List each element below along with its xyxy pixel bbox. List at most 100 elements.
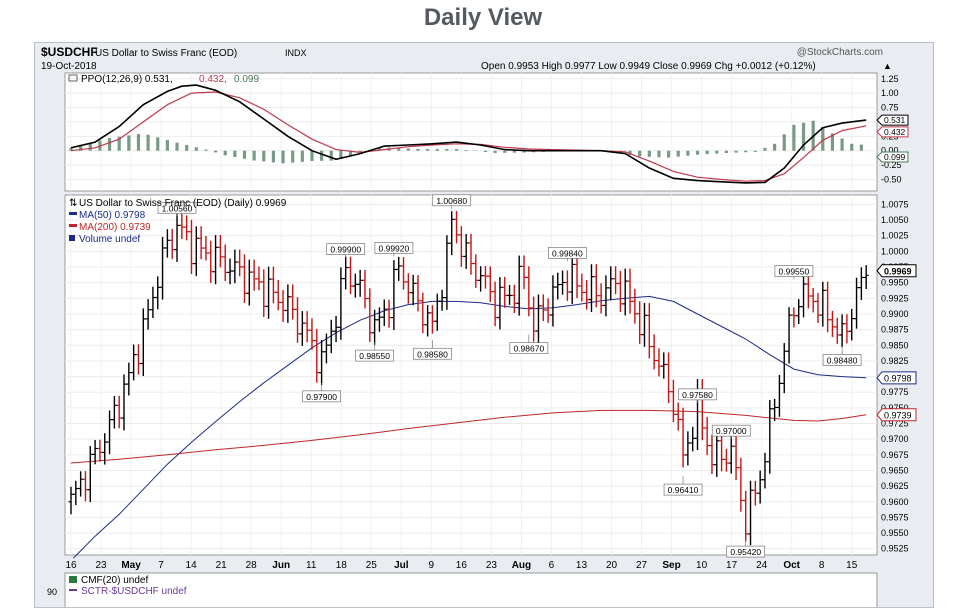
ppo-hist-bar	[696, 151, 699, 155]
ppo-hist-bar	[821, 127, 824, 151]
y-tick-label: 0.9650	[881, 465, 909, 475]
ppo-hist-bar	[281, 151, 284, 164]
ppo-hist-bar	[243, 151, 246, 159]
price-tag: 0.9739	[877, 409, 916, 421]
x-tick-label: 14	[186, 560, 198, 571]
ppo-hist-bar	[127, 135, 130, 150]
ppo-hist-bar	[291, 151, 294, 163]
stock-chart[interactable]: $USDCHF US Dollar to Swiss Franc (EOD) I…	[35, 43, 933, 607]
ppo-hist-bar	[677, 151, 680, 157]
ppo-hist-bar	[773, 144, 776, 151]
x-tick-label: 16	[456, 560, 468, 571]
chart-exchange: INDX	[285, 48, 307, 58]
ppo-hist-bar	[465, 150, 468, 151]
volume-legend: Volume undef	[79, 234, 140, 245]
ppo-hist-bar	[725, 151, 728, 153]
svg-text:0.95420: 0.95420	[730, 547, 761, 557]
ppo-hist-bar	[320, 151, 323, 161]
ppo-hist-bar	[195, 147, 198, 150]
y-tick-label: 0.9575	[881, 512, 909, 522]
ppo-hist-bar	[513, 151, 516, 153]
ppo-legend-signal: 0.432,	[199, 74, 227, 85]
x-tick-label: 28	[246, 560, 258, 571]
ppo-tick-label: 1.25	[881, 74, 899, 84]
svg-text:0.9969: 0.9969	[884, 266, 912, 276]
bar-legend-icon: ⇅	[69, 198, 77, 209]
x-tick-label: 6	[549, 560, 555, 571]
ppo-hist-bar	[783, 134, 786, 150]
y-tick-label: 0.9675	[881, 450, 909, 460]
ppo-hist-bar	[850, 144, 853, 151]
ppo-legend-hist: 0.099	[234, 74, 259, 85]
chart-name: US Dollar to Swiss Franc (EOD)	[95, 48, 237, 59]
svg-text:0.96410: 0.96410	[668, 485, 699, 495]
x-tick-label: 15	[846, 560, 858, 571]
x-tick-label: 13	[576, 560, 588, 571]
ppo-tag: 0.531	[877, 115, 908, 125]
svg-text:0.98670: 0.98670	[513, 344, 544, 354]
y-tick-label: 0.9600	[881, 497, 909, 507]
y-tick-label: 1.0025	[881, 231, 909, 241]
ppo-hist-bar	[648, 151, 651, 157]
ppo-hist-bar	[657, 151, 660, 158]
x-tick-label: May	[121, 560, 141, 571]
svg-text:0.97000: 0.97000	[716, 426, 747, 436]
x-tick-label: Jul	[394, 560, 409, 571]
volume-legend-icon	[69, 235, 75, 241]
ppo-hist-bar	[715, 151, 718, 154]
svg-text:0.99840: 0.99840	[552, 248, 583, 258]
ppo-tick-label: 0.75	[881, 103, 899, 113]
ppo-hist-bar	[137, 134, 140, 151]
ppo-hist-bar	[407, 148, 410, 150]
svg-text:0.98480: 0.98480	[827, 356, 858, 366]
x-tick-label: 8	[819, 560, 825, 571]
ppo-hist-bar	[754, 151, 757, 152]
svg-text:0.97580: 0.97580	[682, 390, 713, 400]
ppo-hist-bar	[166, 140, 169, 151]
cmf-panel	[65, 573, 877, 607]
ppo-hist-bar	[175, 143, 178, 151]
cmf-legend: CMF(20) undef	[81, 575, 148, 586]
x-tick-label: 18	[336, 560, 348, 571]
svg-text:0.432: 0.432	[884, 127, 906, 137]
y-tick-label: 1.0000	[881, 246, 909, 256]
ppo-hist-bar	[214, 151, 217, 153]
ppo-legend-value: PPO(12,26,9) 0.531,	[81, 74, 173, 85]
ppo-tag: 0.432	[877, 127, 908, 137]
y-tick-label: 0.9525	[881, 544, 909, 554]
ppo-hist-bar	[763, 148, 766, 151]
y-tick-label: 1.0050	[881, 215, 909, 225]
ppo-hist-bar	[484, 151, 487, 152]
ppo-hist-bar	[233, 151, 236, 157]
ppo-hist-bar	[792, 125, 795, 151]
svg-text:0.99900: 0.99900	[330, 245, 361, 255]
svg-text:0.9798: 0.9798	[884, 373, 912, 383]
y-tick-label: 0.9875	[881, 325, 909, 335]
ppo-hist-bar	[253, 151, 256, 161]
x-tick-label: 7	[158, 560, 164, 571]
ppo-hist-bar	[262, 151, 265, 162]
sctr-legend: SCTR-$USDCHF undef	[81, 586, 187, 597]
ppo-hist-bar	[455, 149, 458, 151]
ppo-hist-bar	[156, 137, 159, 150]
cmf-tick: 90	[47, 587, 57, 597]
y-tick-label: 0.9775	[881, 387, 909, 397]
ppo-hist-bar	[108, 138, 111, 151]
svg-text:0.531: 0.531	[884, 115, 906, 125]
x-tick-label: Oct	[783, 560, 800, 571]
price-tag: 0.9798	[877, 372, 916, 384]
x-tick-label: 21	[216, 560, 228, 571]
ppo-tick-label: 1.00	[881, 88, 899, 98]
x-tick-label: Aug	[512, 560, 531, 571]
svg-text:0.99550: 0.99550	[779, 267, 810, 277]
x-tick-label: 23	[486, 560, 498, 571]
svg-text:0.099: 0.099	[884, 152, 906, 162]
ppo-hist-bar	[426, 149, 429, 151]
ppo-hist-bar	[503, 151, 506, 153]
svg-text:1.00680: 1.00680	[436, 196, 467, 206]
ppo-hist-bar	[860, 145, 863, 151]
x-tick-label: 25	[366, 560, 378, 571]
ppo-hist-bar	[204, 150, 207, 151]
up-arrow-icon: ▲	[883, 61, 892, 71]
ppo-hist-bar	[706, 151, 709, 154]
